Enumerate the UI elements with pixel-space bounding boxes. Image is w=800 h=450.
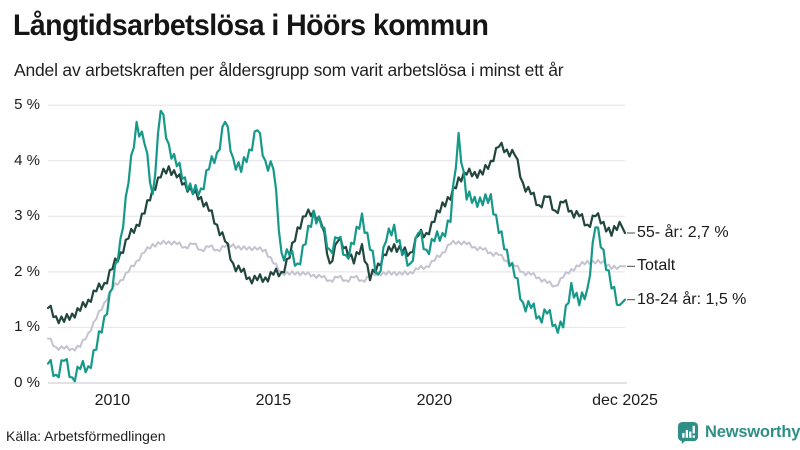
series-line-18-24-r <box>46 109 627 383</box>
x-axis-tick-label: dec 2025 <box>592 392 658 409</box>
series-label-55-r: 55- år: 2,7 % <box>637 223 729 241</box>
x-axis-tick-label: 2020 <box>416 392 453 409</box>
series-label-18-24-r: 18-24 år: 1,5 % <box>637 290 747 308</box>
y-axis-tick-label: 0 % <box>14 374 40 391</box>
y-axis-tick-label: 3 % <box>14 207 40 225</box>
page-subtitle: Andel av arbetskraften per åldersgrupp s… <box>14 60 564 80</box>
y-axis-tick-label: 4 % <box>14 151 40 169</box>
brand-logo: Newsworthy <box>676 421 800 444</box>
y-axis-tick-label: 1 % <box>14 318 40 336</box>
series-line-Totalt <box>47 239 626 352</box>
series-label-Totalt: Totalt <box>637 257 676 275</box>
page-title: Långtidsarbetslösa i Höörs kommun <box>13 9 489 42</box>
x-axis-tick-label: 2010 <box>94 392 131 409</box>
x-axis-tick-label: 2015 <box>255 392 292 409</box>
y-axis-tick-label: 2 % <box>14 262 40 280</box>
newsworthy-icon <box>677 421 699 444</box>
brand-name: Newsworthy <box>705 423 800 441</box>
source-note: Källa: Arbetsförmedlingen <box>6 428 166 444</box>
series-line-55-r <box>46 141 627 325</box>
y-axis-tick-label: 5 % <box>14 96 40 114</box>
